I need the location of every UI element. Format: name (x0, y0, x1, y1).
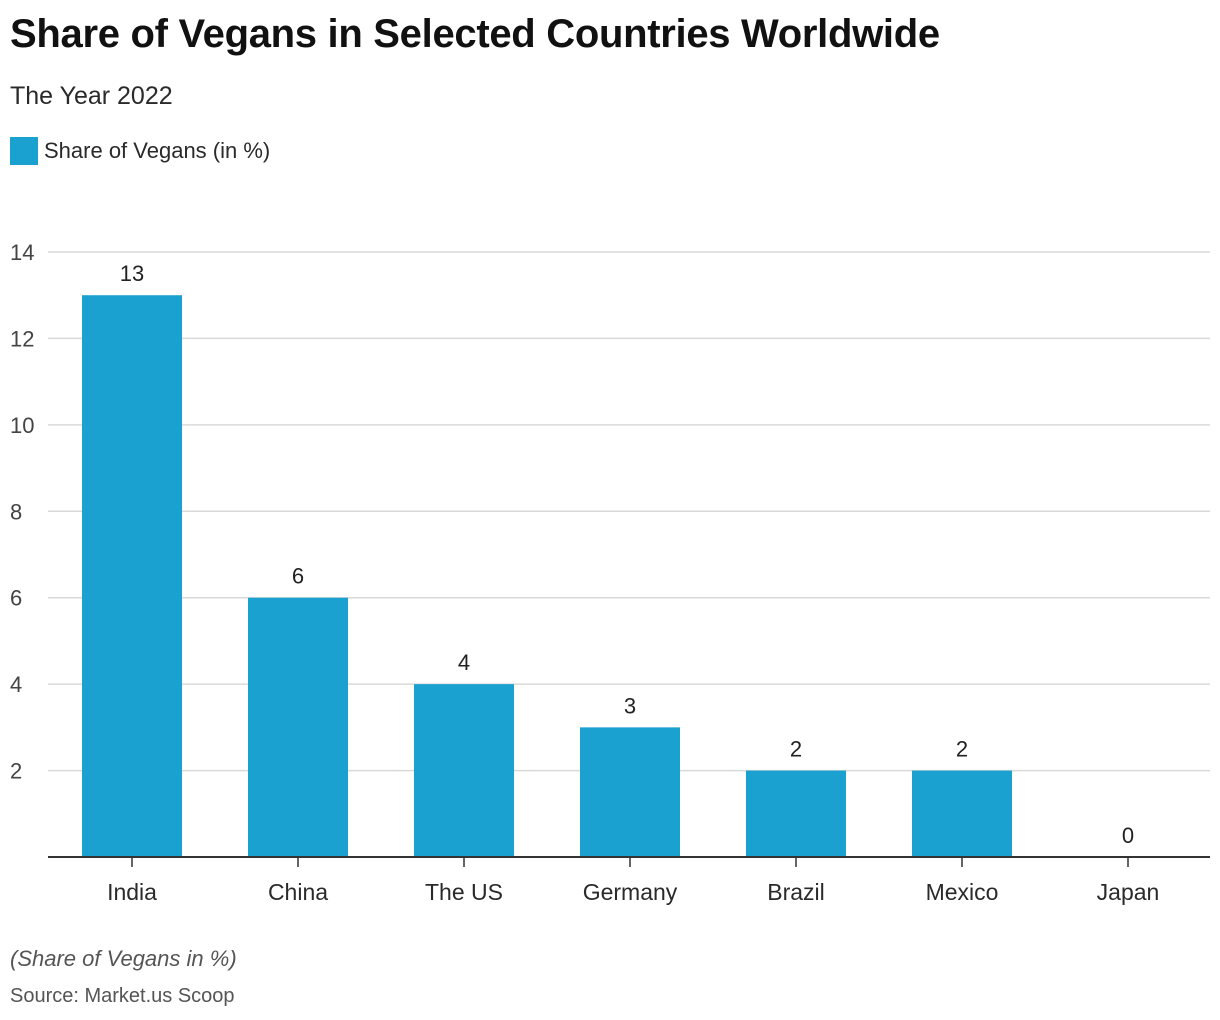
x-tick-label: Japan (1097, 879, 1160, 905)
x-tick-label: China (268, 879, 328, 905)
bar (248, 597, 348, 857)
x-tick-label: Brazil (767, 879, 825, 905)
data-label: 6 (292, 564, 304, 589)
y-tick-label: 6 (10, 586, 22, 611)
data-label: 3 (624, 693, 636, 718)
bar (580, 727, 680, 857)
y-tick-label: 2 (10, 759, 22, 784)
y-tick-label: 12 (10, 326, 34, 351)
legend: Share of Vegans (in %) (10, 137, 270, 165)
bar (82, 295, 182, 857)
legend-label: Share of Vegans (in %) (44, 138, 271, 163)
data-label: 2 (790, 737, 802, 762)
chart-source: Source: Market.us Scoop (10, 985, 235, 1007)
data-label: 13 (120, 261, 144, 286)
y-tick-label: 4 (10, 672, 22, 697)
x-tick-label: India (107, 879, 157, 905)
bar (414, 684, 514, 857)
chart-title: Share of Vegans in Selected Countries Wo… (10, 12, 940, 56)
y-tick-label: 8 (10, 499, 22, 524)
chart-footnote: (Share of Vegans in %) (10, 946, 237, 971)
y-axis-ticks: 2 4 6 8 10 12 14 (10, 240, 34, 784)
data-label: 4 (458, 650, 470, 675)
bar-chart: 2 4 6 8 10 12 14 13 6 4 3 2 2 0 India China The US Germ… (10, 240, 1210, 905)
x-tick-label: Mexico (926, 879, 999, 905)
x-axis-ticks: India China The US Germany Brazil Mexico Japan (107, 857, 1159, 905)
data-label: 0 (1122, 823, 1134, 848)
y-tick-label: 10 (10, 413, 34, 438)
x-tick-label: The US (425, 879, 503, 905)
x-tick-label: Germany (583, 879, 678, 905)
chart-subtitle: The Year 2022 (10, 82, 173, 110)
legend-swatch (10, 137, 38, 165)
bars (82, 295, 1012, 857)
y-tick-label: 14 (10, 240, 34, 265)
data-labels: 13 6 4 3 2 2 0 (120, 261, 1134, 848)
bar (746, 770, 846, 857)
data-label: 2 (956, 737, 968, 762)
bar (912, 770, 1012, 857)
